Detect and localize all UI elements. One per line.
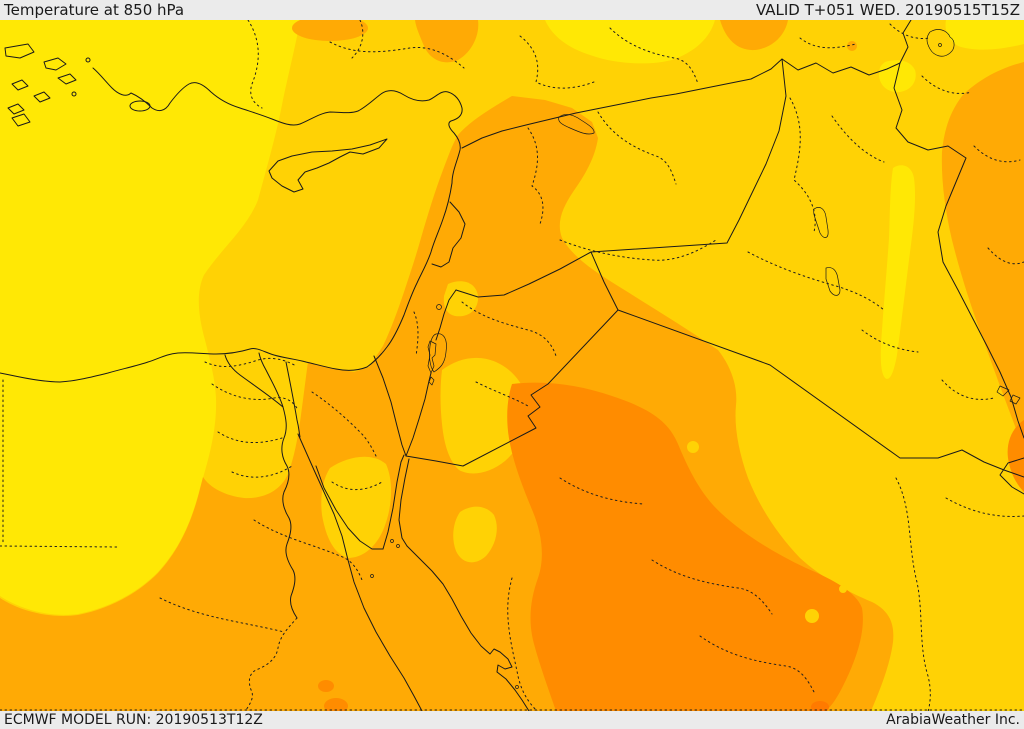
band-gold-sinai [321,456,392,558]
gulf-of-suez-east-coast [315,465,384,550]
jordan-valley-line [435,289,457,341]
mountain-lake [938,43,942,47]
island [370,574,374,578]
nile-delta-east-branch [258,352,284,408]
lake-tharthar [813,207,829,238]
band-orange-east [941,62,1024,452]
jordan-iraq-border [590,251,619,311]
temperature-regions [0,20,1024,711]
lake-razzaza [825,267,841,296]
suez-canal [285,361,301,438]
saudi-iraq-border [617,309,1024,478]
turkey-lake [129,100,151,112]
model-run-label: ECMWF MODEL RUN: 20190513T12Z [4,712,263,728]
band-dark-saudi [507,382,863,711]
turkey-syria-border [461,58,783,149]
island [7,103,25,115]
island [11,113,31,127]
israel-egypt-border [373,355,407,457]
sea-of-galilee [436,304,442,310]
island [390,539,394,543]
band-gold-galilee-gap [443,281,479,317]
band-gold-hole [839,585,847,593]
band-dark-gulf-edge [1007,420,1024,492]
persian-gulf-coast [999,457,1024,495]
gulf-of-aqaba-east-coast [398,458,410,547]
band-bright-ne-corner [945,20,1024,50]
cyprus-island [268,138,388,193]
island [57,73,77,85]
band-orange-spot [847,41,857,51]
band-hotspot-south [811,701,829,711]
band-orange-turkey-patch [720,20,788,51]
band-gold-hole [805,609,819,623]
syria-iraq-border [590,58,787,253]
band-gold-jordan-plateau [440,357,529,474]
marsh-lake [996,385,1010,397]
israel-jordan-border [405,372,432,457]
lebanon-syria-border [431,201,466,268]
mountain-lake [926,29,955,57]
saudi-red-sea-coast [406,545,530,711]
band-bright-turkey [545,20,715,64]
valid-time-label: VALID T+051 WED. 20190515T15Z [755,1,1020,19]
admin-boundaries [0,20,1024,711]
island [11,79,29,91]
band-bright-northwest [0,20,300,615]
credit-label: ArabiaWeather Inc. [886,712,1020,728]
chart-title: Temperature at 850 hPa [4,1,185,19]
gulf-of-aqaba-west-coast [382,454,405,550]
island [71,91,77,97]
island [85,57,91,63]
iran-iraq-border [893,62,1024,439]
band-orange-turkey-patch [415,20,479,63]
band-gold-tabuk [453,506,497,563]
island [43,57,67,71]
marsh-lake [1009,394,1021,405]
nile-delta-west-branch [224,354,284,408]
island [396,544,400,548]
coastlines [0,29,1024,711]
band-bright-zagros-patch [879,60,916,93]
island [4,43,35,59]
band-gold-hole [687,441,699,453]
syria-jordan-border [455,251,592,298]
band-bright-zagros-strip [880,165,916,379]
country-borders [373,20,1024,478]
band-dark-egypt-spot [318,680,334,692]
red-sea-west-coast [297,433,423,711]
footer-bar: ECMWF MODEL RUN: 20190513T12Z ArabiaWeat… [0,711,1024,729]
turkey-iran-border [899,20,912,64]
band-orange-turkey-patch [292,20,368,41]
west-bank-outline [429,333,447,373]
island [515,685,519,689]
turkey-iraq-border [781,58,901,76]
island [33,91,51,103]
band-dark-egypt-spot [324,698,348,711]
header-bar: Temperature at 850 hPa VALID T+051 WED. … [0,0,1024,20]
mediterranean-coastline [0,67,463,383]
nile-river [281,406,298,619]
jordan-saudi-border [405,309,619,467]
lake-assad [558,114,595,135]
